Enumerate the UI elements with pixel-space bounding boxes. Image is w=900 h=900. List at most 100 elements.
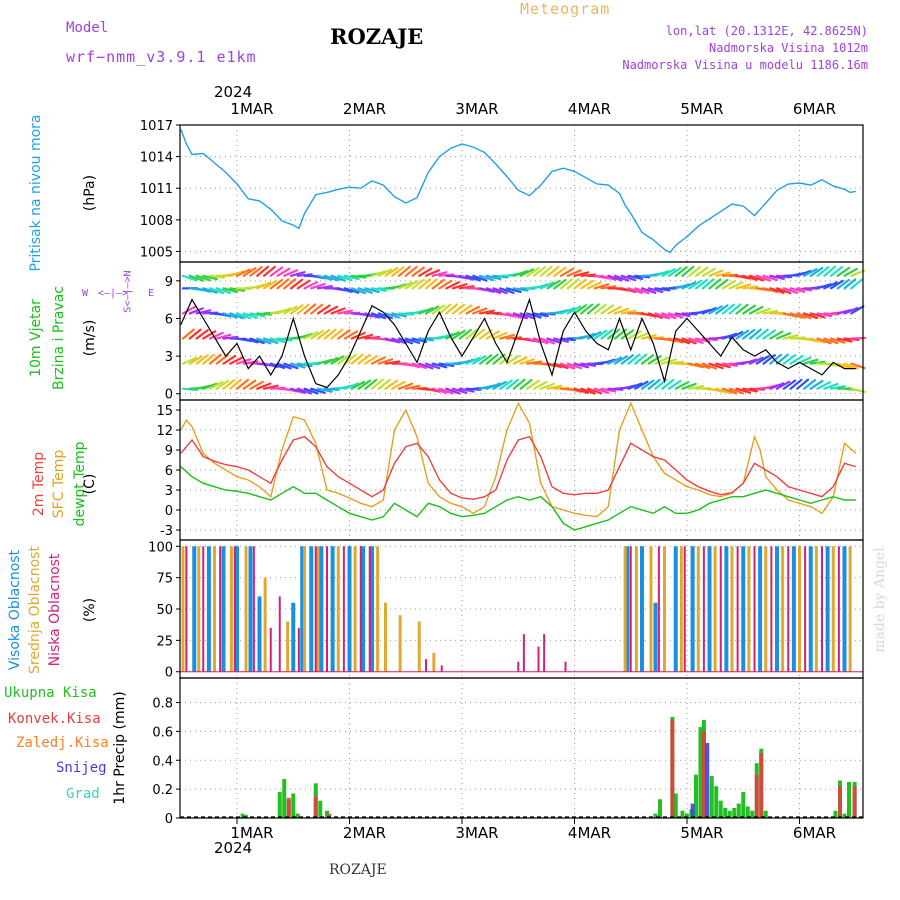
wind-vector [843, 267, 858, 277]
wind-vector [418, 337, 435, 342]
wind-vector [370, 287, 387, 292]
wind-vector [222, 287, 239, 294]
wind-vector [634, 312, 651, 317]
wind-speed-line [180, 297, 856, 389]
wind-vector [181, 274, 198, 282]
wind-vector [640, 334, 657, 340]
wind-vector [316, 274, 333, 281]
wind-vector [370, 270, 387, 277]
wind-vector [296, 303, 310, 315]
wind-vector [472, 328, 486, 340]
wind-vector [647, 336, 664, 340]
wind-vector [829, 311, 847, 315]
wind-vector [694, 309, 711, 315]
wind-vector [276, 387, 293, 391]
wind-vector [809, 312, 826, 319]
wind-vector [465, 274, 481, 282]
wind-vector [823, 382, 839, 390]
wind-vector [499, 287, 515, 294]
cloud-low-bar [297, 627, 300, 672]
wind-vector [330, 307, 346, 315]
wind-vector [343, 274, 360, 281]
wind-vector [505, 287, 522, 294]
wind-vector [559, 387, 577, 392]
precip-total-bar [282, 779, 287, 818]
wind-vector [458, 304, 473, 315]
precip-total-bar [852, 781, 857, 818]
wind-vector [512, 378, 526, 390]
wind-vector [809, 266, 824, 277]
cloud-mid-bar [831, 546, 835, 672]
wind-vector [310, 282, 326, 290]
wind-vector [431, 278, 445, 290]
wind-vector [593, 329, 608, 340]
wind-vector [337, 287, 353, 293]
wind-vector [337, 384, 354, 390]
wind-vector [188, 355, 203, 365]
wind-vector [458, 285, 475, 290]
wind-vector [796, 356, 812, 365]
wind-vector [269, 309, 286, 315]
wind-vector [208, 331, 224, 340]
wind-vector [256, 362, 273, 367]
wind-vector [782, 287, 799, 294]
wind-vector [397, 281, 413, 290]
wind-vector [850, 305, 865, 315]
wind-vector [654, 312, 670, 320]
wind-vector [256, 312, 273, 316]
wind-vector [674, 283, 691, 290]
wind-vector [688, 337, 704, 344]
wind-vector [512, 312, 529, 320]
wind-vector [431, 304, 446, 315]
cloud-low-bar [683, 546, 686, 672]
wind-vector [715, 334, 732, 340]
wind-vector [505, 354, 520, 365]
wind-vector [613, 307, 630, 315]
precip-total-bar [714, 786, 719, 818]
wind-vector [627, 353, 641, 365]
wind-vector [289, 271, 306, 277]
wind-vector [303, 362, 320, 366]
temp-label-2m: 2m Temp [31, 451, 47, 517]
wind-vector [634, 274, 651, 279]
wind-vector [384, 267, 399, 277]
y-tick-label: 6 [165, 464, 173, 479]
wind-vector [269, 266, 284, 277]
cloud-high-bar [257, 596, 262, 672]
wind-vector [721, 332, 738, 340]
wind-vector [688, 384, 705, 390]
wind-vector [789, 378, 803, 390]
wind-vector [762, 384, 779, 390]
wind-vector [715, 304, 729, 315]
cloud-label-low: Niska Oblacnost [47, 553, 63, 667]
wind-vector [748, 387, 766, 391]
wind-vector [600, 387, 617, 393]
wind-vector [445, 281, 460, 290]
wind-vector [343, 382, 360, 390]
wind-vector [850, 387, 866, 394]
cloud-mid-bar [213, 546, 216, 672]
wind-vector [593, 283, 610, 290]
wind-vector [715, 387, 731, 395]
wind-vector [397, 265, 411, 277]
precip-total-bar [754, 763, 759, 818]
cloud-label-high: Visoka Oblacnost [7, 549, 23, 671]
precip-total-bar [689, 809, 694, 818]
cloud-mid-bar [263, 577, 267, 672]
y-tick-label: 100 [148, 540, 173, 555]
y-tick-label: 0.8 [152, 697, 173, 712]
wind-vector [802, 312, 819, 320]
wind-vector [289, 304, 304, 315]
cloud-low-bar [804, 546, 807, 672]
wind-vector [735, 387, 752, 394]
wind-label-2: Brzina i Pravac [51, 286, 67, 390]
wind-vector [701, 337, 718, 342]
wind-vector [499, 312, 516, 318]
wind-vector [256, 382, 272, 390]
temp-unit: (C) [82, 473, 98, 495]
y-tick-label: 0 [165, 666, 173, 681]
precip-total-bar [709, 776, 714, 818]
wind-vector [553, 266, 567, 277]
wind-vector [438, 273, 455, 277]
